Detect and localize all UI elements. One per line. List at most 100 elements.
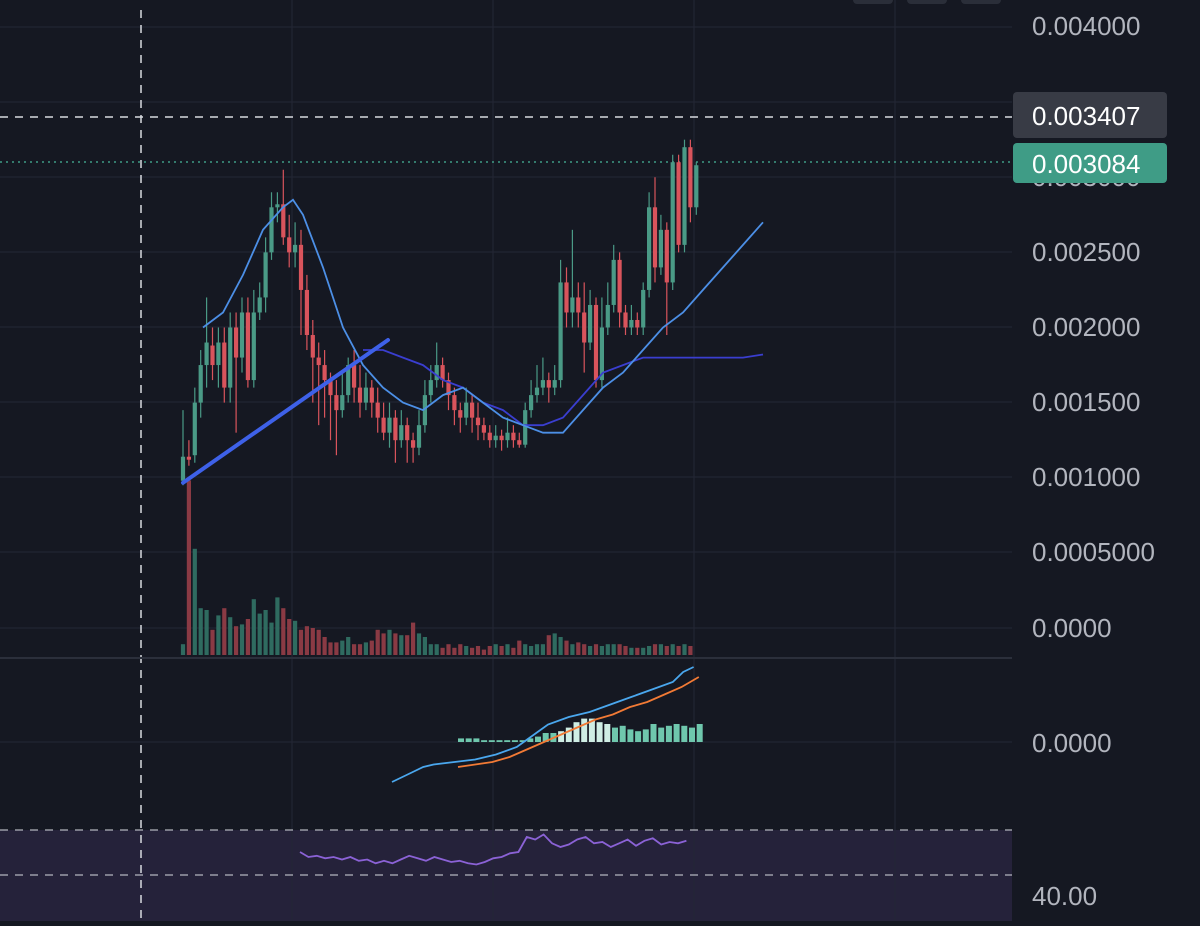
candle-body-29 (352, 365, 357, 388)
volume-bar-73 (611, 644, 616, 655)
crosshair-price-tag (1013, 92, 1167, 138)
volume-bar-10 (239, 624, 245, 655)
volume-bar-85 (682, 644, 687, 655)
candle-body-43 (434, 365, 439, 381)
candle-body-80 (652, 207, 658, 268)
volume-bar-35 (387, 629, 392, 655)
candle-body-7 (222, 342, 227, 388)
price-tick-0002000: 0.002000 (1032, 312, 1140, 342)
candle-body-15 (269, 207, 274, 253)
volume-bar-65 (564, 640, 569, 655)
volume-bar-29 (352, 644, 357, 655)
candle-body-37 (399, 425, 404, 441)
candle-body-18 (287, 237, 292, 253)
volume-bar-61 (540, 644, 545, 655)
volume-bar-14 (263, 610, 268, 655)
candle-body-12 (251, 312, 256, 381)
candle-body-26 (334, 395, 339, 411)
volume-bar-54 (499, 646, 504, 655)
volume-bar-66 (570, 644, 575, 655)
candle-body-28 (346, 365, 351, 396)
volume-bar-81 (658, 644, 663, 655)
candle-body-5 (210, 345, 215, 366)
volume-bar-4 (204, 610, 209, 655)
toolbar-button-1[interactable] (853, 0, 893, 4)
candle-body-11 (245, 312, 250, 381)
rsi-tick-40: 40.00 (1032, 881, 1097, 911)
volume-bar-25 (328, 642, 333, 655)
volume-bar-18 (287, 619, 292, 655)
candle-body-79 (647, 207, 652, 290)
volume-bars (180, 480, 693, 655)
candle-body-70 (593, 304, 599, 381)
candle-body-56 (511, 432, 516, 441)
candle-body-38 (405, 425, 410, 441)
macd-hist-2 (473, 738, 480, 742)
volume-bar-36 (393, 633, 398, 655)
macd-hist-14 (565, 727, 572, 742)
volume-bar-23 (316, 629, 321, 655)
volume-bar-27 (340, 640, 345, 655)
candle-body-64 (558, 282, 563, 381)
volume-bar-11 (245, 619, 250, 655)
macd-hist-25 (650, 724, 657, 742)
candle-body-6 (216, 342, 221, 366)
candle-body-73 (611, 259, 616, 305)
volume-bar-62 (546, 635, 551, 655)
volume-bar-30 (357, 644, 363, 655)
price-tick-0002500: 0.002500 (1032, 237, 1140, 267)
volume-bar-46 (452, 647, 457, 655)
toolbar-button-3[interactable] (961, 0, 1001, 4)
macd-signal-line (457, 676, 700, 768)
candle-body-51 (481, 425, 486, 433)
volume-bar-77 (635, 647, 640, 655)
candle-body-77 (635, 319, 640, 328)
volume-bar-21 (304, 626, 309, 655)
candle-body-8 (228, 327, 233, 388)
volume-bar-48 (464, 646, 469, 655)
candle-body-30 (357, 387, 363, 403)
candle-body-54 (499, 435, 504, 441)
volume-bar-32 (369, 640, 374, 655)
macd-hist-9 (527, 738, 534, 742)
volume-bar-5 (210, 629, 215, 655)
volume-bar-0 (180, 644, 186, 655)
volume-bar-42 (428, 644, 433, 655)
candle-body-13 (257, 297, 262, 313)
macd-hist-8 (519, 740, 526, 742)
candle-body-27 (340, 395, 345, 411)
volume-bar-12 (251, 599, 256, 655)
toolbar-button-2[interactable] (907, 0, 947, 4)
candle-body-40 (416, 425, 422, 448)
candle-body-76 (629, 319, 634, 328)
candle-body-4 (204, 342, 209, 366)
candle-body-55 (505, 432, 510, 441)
macd-hist-27 (665, 725, 672, 742)
candle-body-48 (464, 402, 469, 418)
volume-bar-19 (293, 620, 298, 655)
volume-bar-31 (363, 642, 368, 655)
volume-bar-57 (517, 640, 522, 655)
volume-bar-39 (411, 622, 416, 655)
candle-body-16 (275, 204, 280, 208)
rsi-line (299, 833, 687, 866)
candle-body-36 (393, 417, 398, 441)
candle-body-0 (180, 456, 186, 481)
volume-bar-2 (192, 548, 197, 655)
candle-body-31 (363, 387, 368, 403)
candle-body-25 (328, 380, 333, 396)
candle-body-87 (694, 165, 699, 208)
volume-bar-67 (576, 642, 581, 655)
macd-hist-31 (696, 724, 703, 742)
candle-body-39 (411, 440, 416, 448)
candle-body-23 (316, 357, 321, 366)
candle-body-62 (546, 380, 551, 388)
candle-body-49 (470, 402, 475, 418)
candle-body-75 (623, 312, 628, 328)
volume-bar-59 (529, 646, 534, 655)
volume-bar-79 (647, 646, 652, 655)
volume-bar-52 (487, 646, 492, 655)
